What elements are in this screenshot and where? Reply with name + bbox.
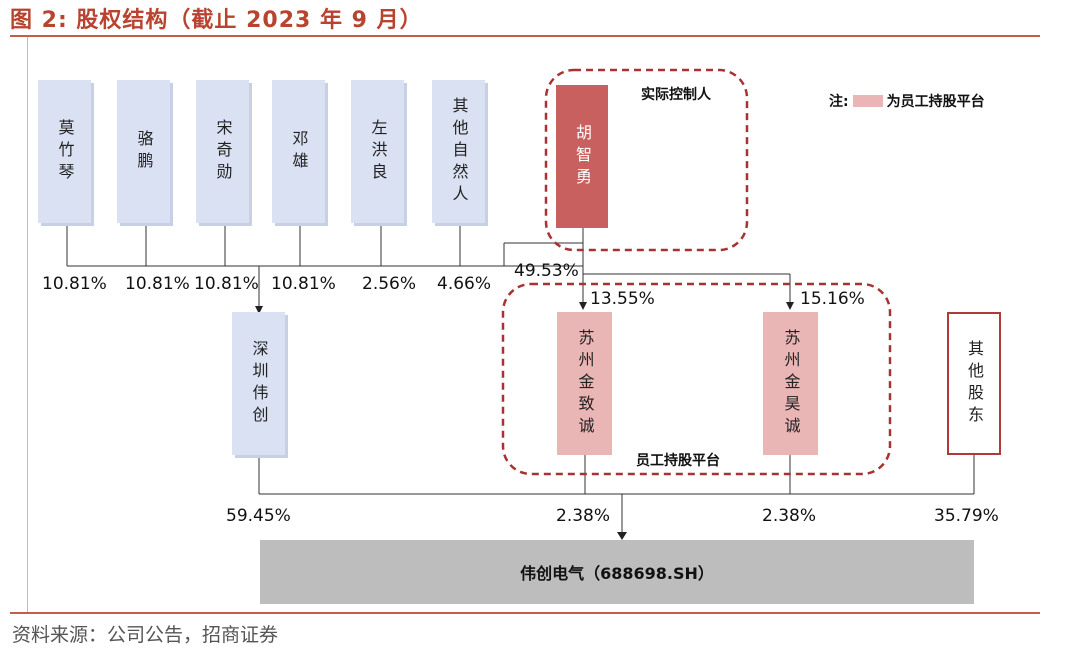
pct-platform-1: 2.38% xyxy=(556,506,611,526)
pct-person-5: 2.56% xyxy=(362,274,417,294)
pct-person-3: 10.81% xyxy=(194,274,259,294)
legend: 注: 为员工持股平台 xyxy=(829,91,985,111)
figure-title: 图 2: 股权结构（截止 2023 年 9 月） xyxy=(10,8,423,33)
arrow-shenzhen xyxy=(255,306,263,314)
arrow-platform-1 xyxy=(579,302,587,310)
pct-person-4: 10.81% xyxy=(271,274,336,294)
legend-prefix: 注: xyxy=(829,94,849,110)
controller-group-label: 实际控制人 xyxy=(641,87,711,103)
platform-group-label: 员工持股平台 xyxy=(636,453,720,469)
pct-person-2: 10.81% xyxy=(125,274,190,294)
legend-swatch xyxy=(852,95,883,107)
platform-jinhaocheng: 苏州金昊诚 xyxy=(763,312,818,455)
pct-other-holders: 35.79% xyxy=(934,506,999,526)
pct-platform-2: 2.38% xyxy=(762,506,817,526)
company-box: 伟创电气（688698.SH） xyxy=(260,540,974,604)
pct-person-1: 10.81% xyxy=(42,274,107,294)
source-note: 资料来源：公司公告，招商证券 xyxy=(12,624,279,646)
pct-person-6: 4.66% xyxy=(437,274,492,294)
left-divider xyxy=(27,37,28,612)
shenzhen-weichuang: 深圳伟创 xyxy=(232,312,285,455)
controller-group-border xyxy=(544,68,749,252)
person-song-qixun: 宋奇勋 xyxy=(196,80,249,223)
bottom-divider xyxy=(10,612,1040,614)
top-divider xyxy=(10,35,1040,37)
person-luo-peng: 骆鹏 xyxy=(117,80,170,223)
legend-text: 为员工持股平台 xyxy=(886,94,985,110)
pct-controller-platform-2: 15.16% xyxy=(800,289,865,309)
arrow-platform-2 xyxy=(786,302,794,310)
pct-controller: 49.53% xyxy=(514,261,579,281)
person-zuo-hongliang: 左洪良 xyxy=(351,80,404,223)
pct-controller-platform-1: 13.55% xyxy=(590,289,655,309)
platform-jinzhicheng: 苏州金致诚 xyxy=(557,312,612,455)
person-deng-xiong: 邓雄 xyxy=(272,80,325,223)
controller-hu-zhiyong: 胡智勇 xyxy=(556,85,608,228)
person-mo-zhuqin: 莫竹琴 xyxy=(38,80,91,223)
arrow-company xyxy=(617,532,627,540)
person-other-natural: 其他自然人 xyxy=(432,80,485,223)
other-shareholders: 其他股东 xyxy=(947,312,1001,455)
pct-shenzhen: 59.45% xyxy=(226,506,291,526)
